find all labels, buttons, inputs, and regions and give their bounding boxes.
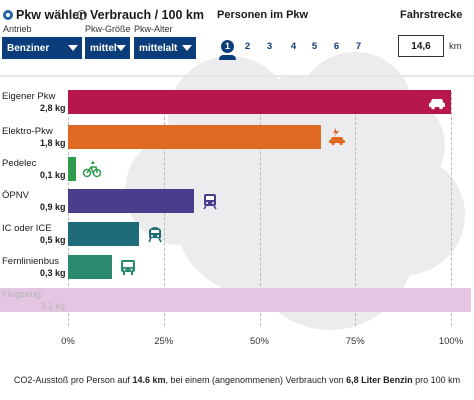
distance-input[interactable]: 14,6 <box>398 35 444 57</box>
person-count-3[interactable]: 3 <box>266 41 273 52</box>
x-tick-label: 50% <box>249 336 270 347</box>
ev-charging-icon <box>327 127 347 147</box>
persons-heading: Personen im Pkw <box>217 9 309 21</box>
category-label: Flugzeug <box>2 289 42 300</box>
x-tick-label: 25% <box>154 336 174 347</box>
person-count-5[interactable]: 5 <box>311 41 318 52</box>
value-label: 0,1 kg <box>40 170 66 180</box>
bus-icon <box>118 257 138 277</box>
chevron-down-icon <box>68 45 78 51</box>
antrieb-select[interactable]: Benziner <box>2 37 82 59</box>
radio-pkw-waehlen[interactable]: Pkw wählen <box>3 7 87 23</box>
person-count-4[interactable]: 4 <box>290 41 297 52</box>
category-label: ÖPNV <box>2 190 29 201</box>
bar-eigener-pkw <box>68 90 451 114</box>
value-label: 2,8 kg <box>40 103 66 113</box>
train-icon <box>145 224 165 244</box>
bar-flugzeug <box>0 288 471 312</box>
x-tick-label: 0% <box>61 336 75 347</box>
pkw-groesse-value: mittel <box>90 42 117 54</box>
gridline <box>451 92 452 326</box>
distance-unit: km <box>449 41 462 52</box>
antrieb-label: Antrieb <box>3 24 32 34</box>
value-label: 1,8 kg <box>40 138 66 148</box>
gridline <box>259 92 261 326</box>
pkw-alter-label: Pkw-Alter <box>134 24 173 34</box>
person-count-7[interactable]: 7 <box>355 41 362 52</box>
radio-label: Pkw wählen <box>16 8 87 22</box>
person-count-2[interactable]: 2 <box>244 41 251 52</box>
value-label: 0,9 kg <box>40 202 66 212</box>
category-label: Fernlinienbus <box>2 256 60 267</box>
pkw-groesse-select[interactable]: mittel <box>85 37 130 59</box>
person-icon <box>219 55 236 60</box>
caption-text: pro 100 km <box>412 375 461 385</box>
x-tick-label: 100% <box>438 336 464 347</box>
radio-dot <box>77 10 87 20</box>
radio-label: Verbrauch / 100 km <box>90 8 204 22</box>
caption-distance: 14.6 km <box>132 375 166 385</box>
radio-verbrauch[interactable]: Verbrauch / 100 km <box>77 7 204 23</box>
distance-heading: Fahrstrecke <box>400 9 463 21</box>
chevron-down-icon <box>182 45 192 51</box>
chevron-down-icon <box>116 45 126 51</box>
category-label: IC oder ICE <box>2 223 52 234</box>
chart-caption: CO2-Ausstoß pro Person auf 14.6 km, bei … <box>0 375 474 385</box>
value-label: 0,5 kg <box>40 235 66 245</box>
caption-consumption: 6,8 Liter Benzin <box>346 375 413 385</box>
tram-icon <box>200 191 220 211</box>
gridline <box>355 92 357 326</box>
person-count-1[interactable]: 1 <box>221 40 234 53</box>
caption-text: , bei einem (angenommenen) Verbrauch von <box>165 375 347 385</box>
antrieb-value: Benziner <box>7 42 50 54</box>
bar-öpnv <box>68 189 195 213</box>
category-label: Pedelec <box>2 158 37 169</box>
radio-dot <box>3 10 13 20</box>
car-icon <box>427 92 447 112</box>
bar-ic-oder-ice <box>68 222 139 246</box>
person-count-6[interactable]: 6 <box>333 41 340 52</box>
bar-fernlinienbus <box>68 255 113 279</box>
category-label: Eigener Pkw <box>2 91 56 102</box>
caption-text: CO2-Ausstoß pro Person auf <box>13 375 133 385</box>
value-label: 0,3 kg <box>40 268 66 278</box>
ebike-icon <box>82 159 102 179</box>
value-label: 3,1 kg <box>40 301 65 311</box>
x-tick-label: 75% <box>345 336 365 347</box>
category-label: Elektro-Pkw <box>2 126 53 137</box>
pkw-alter-value: mittelalt <box>139 42 178 54</box>
divider <box>0 75 474 77</box>
pkw-alter-select[interactable]: mittelalt <box>134 37 196 59</box>
bar-pedelec <box>68 157 76 181</box>
bar-elektro-pkw <box>68 125 321 149</box>
pkw-groesse-label: Pkw-Größe <box>85 24 131 34</box>
